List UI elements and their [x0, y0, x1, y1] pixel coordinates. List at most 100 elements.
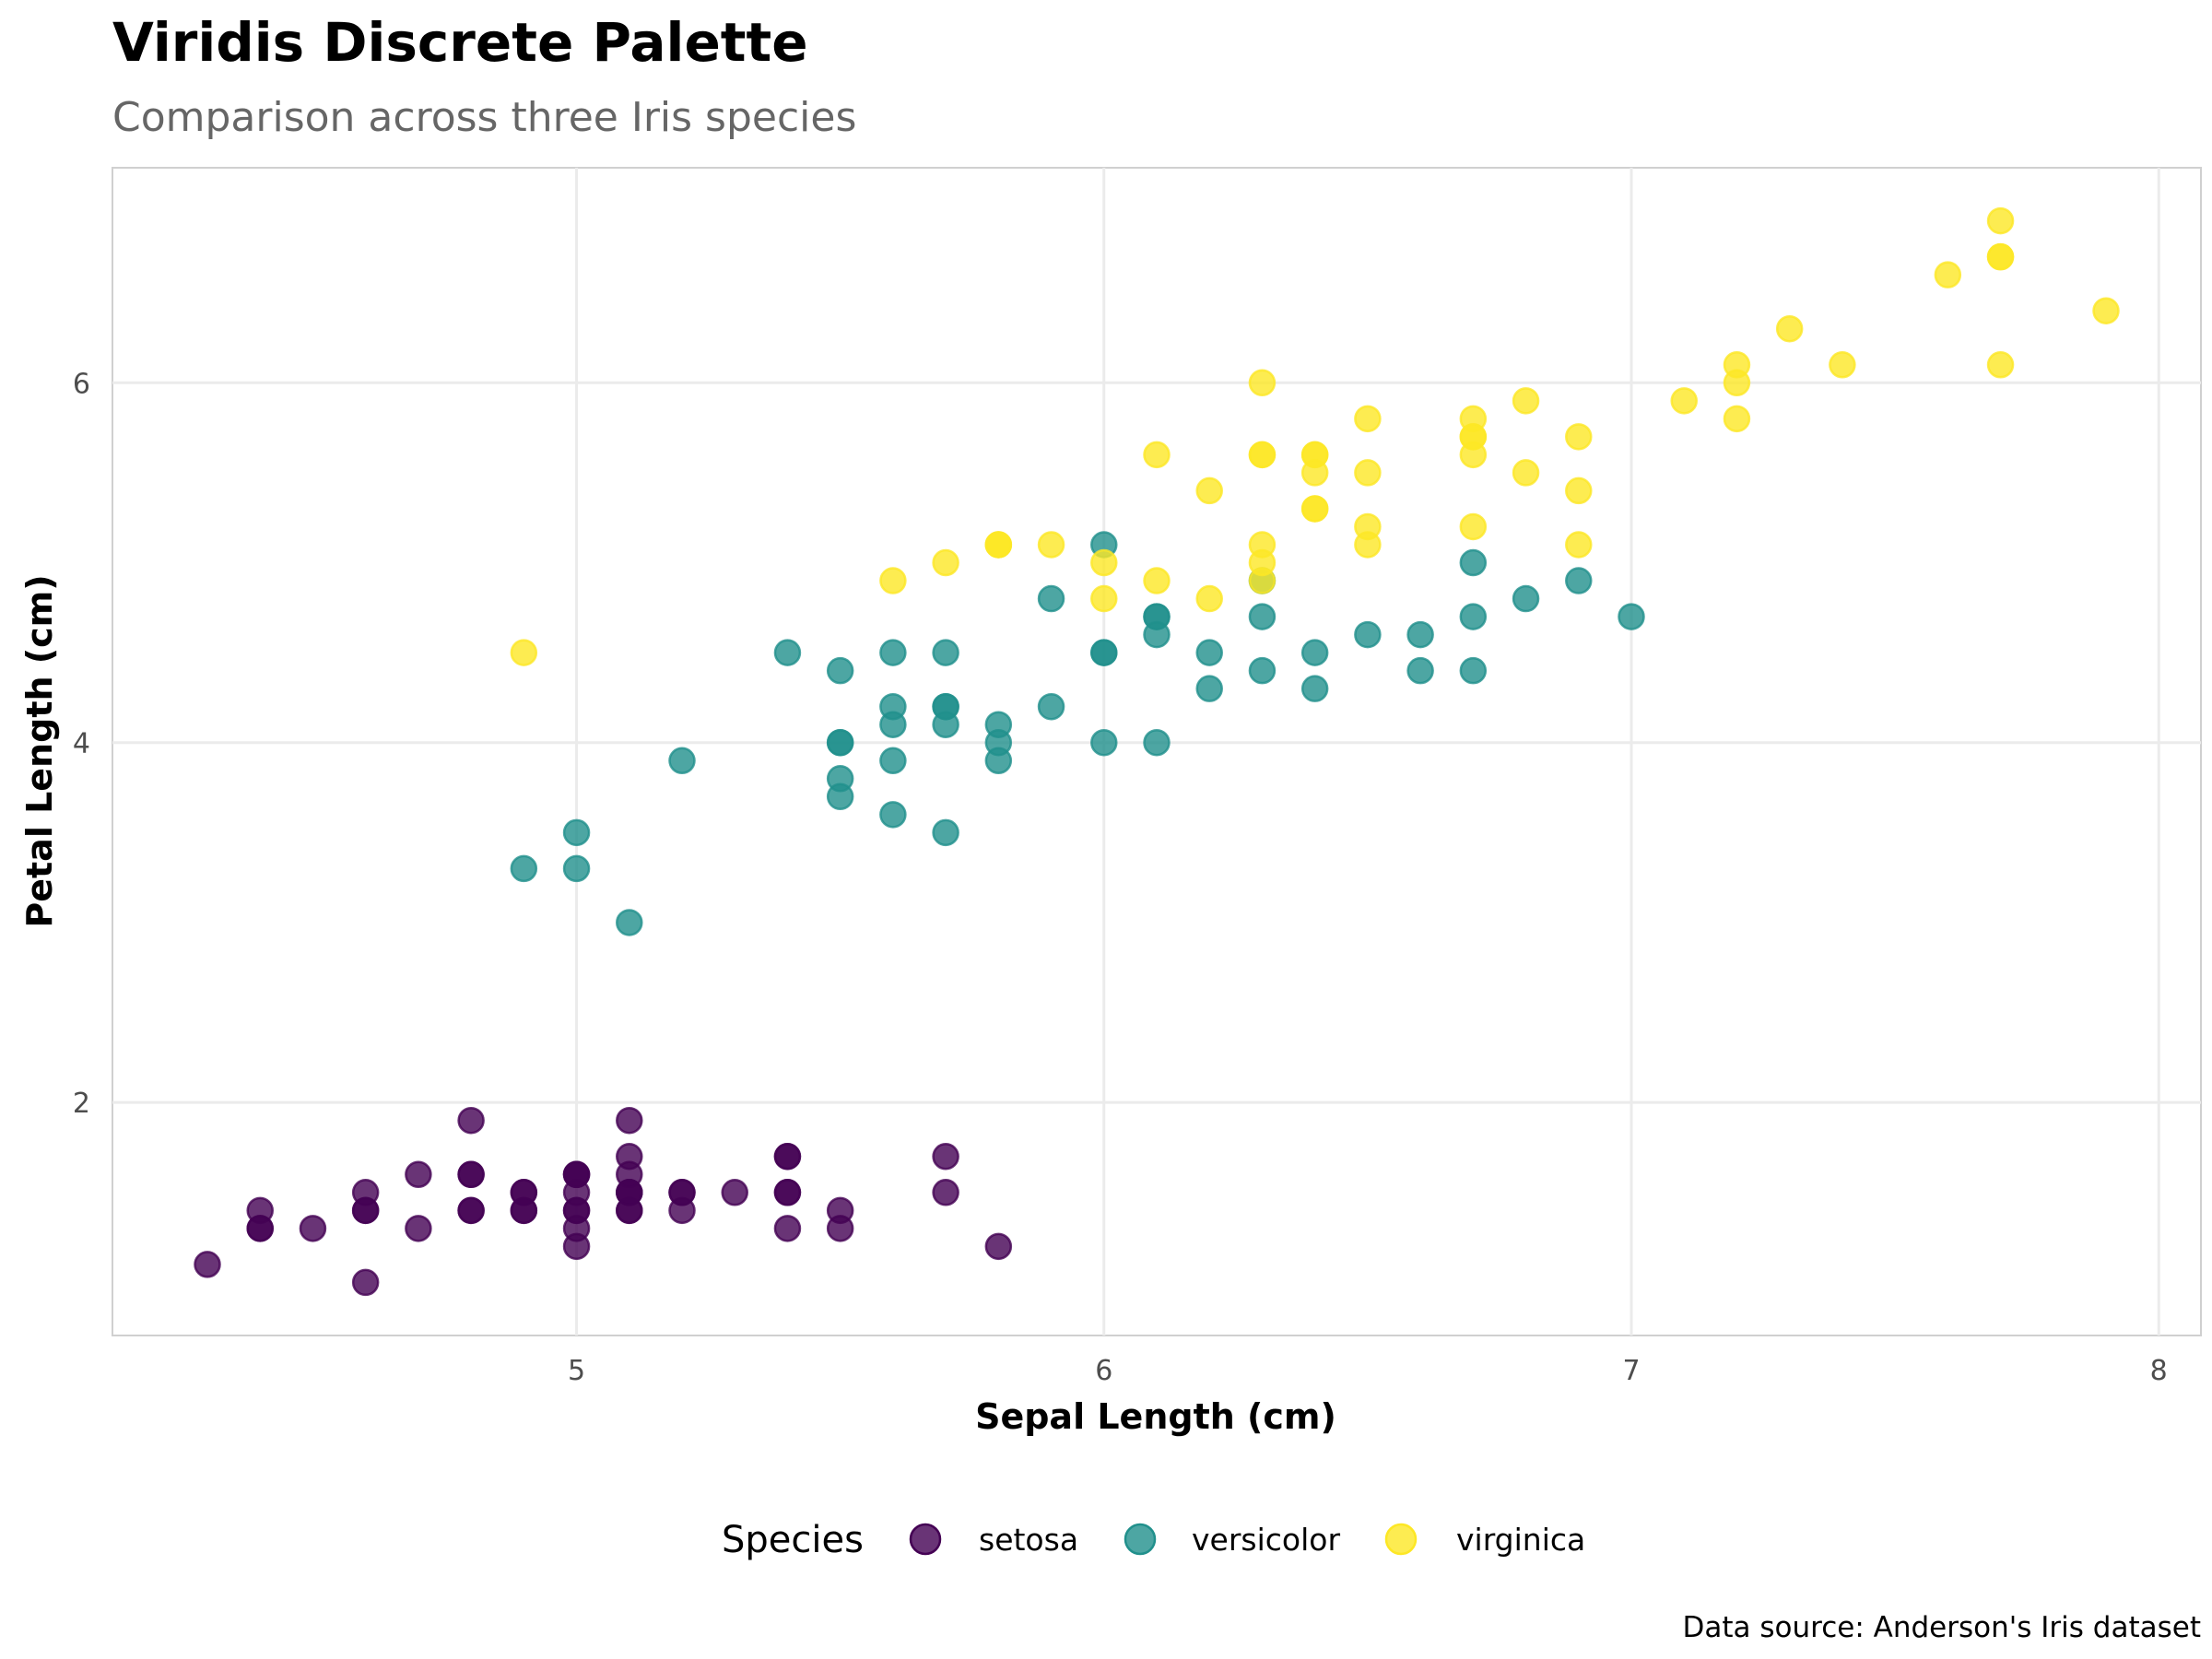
legend-item-setosa: setosa	[909, 1522, 1078, 1558]
data-point-virginica	[1037, 531, 1065, 559]
data-point-versicolor	[510, 854, 538, 883]
data-point-setosa	[721, 1179, 748, 1206]
y-tick-label: 2	[73, 1088, 90, 1120]
data-point-virginica	[1512, 387, 1540, 415]
data-point-virginica	[1829, 351, 1856, 379]
data-point-versicolor	[1459, 656, 1488, 685]
data-point-versicolor	[1037, 584, 1065, 613]
panel-border	[112, 167, 2202, 1336]
data-point-virginica	[1300, 495, 1329, 523]
data-point-versicolor	[826, 728, 854, 757]
data-point-setosa	[562, 1196, 591, 1225]
data-point-versicolor	[616, 909, 643, 936]
data-point-setosa	[616, 1106, 643, 1135]
data-point-virginica	[1459, 423, 1488, 451]
data-point-versicolor	[1406, 620, 1434, 649]
data-point-setosa	[668, 1179, 696, 1206]
data-point-versicolor	[1354, 620, 1382, 649]
data-point-versicolor	[932, 639, 959, 666]
data-point-versicolor	[879, 639, 907, 666]
data-point-versicolor	[1512, 584, 1540, 613]
data-point-versicolor	[932, 818, 959, 847]
data-point-virginica	[2092, 297, 2120, 324]
data-point-virginica	[879, 567, 907, 594]
data-point-versicolor	[1195, 675, 1223, 702]
chart-subtitle: Comparison across three Iris species	[112, 94, 856, 141]
data-point-versicolor	[879, 801, 907, 829]
data-point-virginica	[1565, 531, 1593, 559]
data-point-virginica	[1512, 459, 1540, 487]
data-point-versicolor	[1300, 675, 1329, 702]
y-axis-ticks: 2 4 6	[73, 368, 90, 1120]
data-point-setosa	[773, 1143, 802, 1171]
data-point-setosa	[405, 1215, 432, 1242]
data-point-versicolor	[1090, 639, 1118, 666]
x-tick-label: 5	[568, 1355, 585, 1387]
data-points	[194, 206, 2120, 1297]
legend-key-virginica	[1384, 1523, 1418, 1556]
data-point-versicolor	[1459, 603, 1488, 630]
data-point-setosa	[351, 1196, 380, 1225]
data-point-virginica	[1195, 477, 1223, 505]
chart-title: Viridis Discrete Palette	[112, 11, 808, 74]
data-point-virginica	[1143, 567, 1171, 594]
series-versicolor	[510, 531, 1645, 936]
data-point-virginica	[1090, 548, 1118, 577]
data-point-setosa	[510, 1196, 538, 1225]
y-tick-label: 6	[73, 368, 90, 400]
data-point-versicolor	[562, 854, 591, 883]
legend-label: versicolor	[1192, 1522, 1340, 1558]
data-point-setosa	[299, 1215, 327, 1242]
data-point-setosa	[405, 1160, 432, 1189]
data-point-virginica	[1775, 314, 1804, 343]
data-point-virginica	[1354, 405, 1382, 433]
data-point-virginica	[1248, 369, 1277, 397]
data-point-versicolor	[1037, 692, 1065, 721]
data-point-setosa	[773, 1215, 802, 1242]
legend-key-versicolor	[1124, 1523, 1157, 1556]
x-tick-label: 7	[1622, 1355, 1640, 1387]
data-point-versicolor	[1248, 603, 1277, 630]
data-point-virginica	[1986, 206, 2015, 235]
legend-item-virginica: virginica	[1384, 1522, 1585, 1558]
y-tick-label: 4	[73, 728, 90, 760]
legend: Species setosa versicolor virginica	[722, 1519, 1585, 1561]
data-point-virginica	[1300, 459, 1329, 487]
data-point-versicolor	[984, 728, 1013, 757]
x-tick-label: 8	[2150, 1355, 2168, 1387]
data-point-setosa	[246, 1215, 274, 1242]
data-point-setosa	[457, 1196, 485, 1225]
data-point-setosa	[984, 1232, 1013, 1261]
data-point-virginica	[1248, 548, 1277, 577]
data-point-versicolor	[1300, 639, 1329, 666]
data-point-versicolor	[1143, 728, 1171, 757]
plot-panel	[112, 167, 2202, 1336]
chart-caption: Data source: Anderson's Iris dataset	[1683, 1611, 2201, 1644]
data-point-virginica	[1354, 459, 1382, 487]
data-point-virginica	[1986, 242, 2015, 271]
data-point-versicolor	[1406, 656, 1434, 685]
data-point-virginica	[1986, 351, 2015, 379]
data-point-setosa	[194, 1251, 221, 1278]
data-point-virginica	[1670, 387, 1698, 415]
legend-title: Species	[722, 1519, 864, 1561]
data-point-versicolor	[1248, 656, 1277, 685]
data-point-setosa	[616, 1160, 643, 1189]
data-point-setosa	[932, 1179, 959, 1206]
x-axis-title: Sepal Length (cm)	[975, 1396, 1336, 1437]
data-point-versicolor	[773, 639, 802, 666]
x-tick-label: 6	[1095, 1355, 1112, 1387]
legend-label: setosa	[979, 1522, 1078, 1558]
data-point-versicolor	[879, 692, 907, 721]
data-point-virginica	[1459, 512, 1488, 541]
data-point-versicolor	[1090, 728, 1118, 757]
data-point-setosa	[826, 1215, 854, 1242]
data-point-versicolor	[1459, 548, 1488, 577]
data-point-virginica	[1195, 584, 1223, 613]
data-point-setosa	[351, 1268, 380, 1297]
data-point-virginica	[1248, 441, 1277, 469]
legend-items: setosa versicolor virginica	[909, 1522, 1585, 1558]
data-point-virginica	[1723, 405, 1751, 433]
